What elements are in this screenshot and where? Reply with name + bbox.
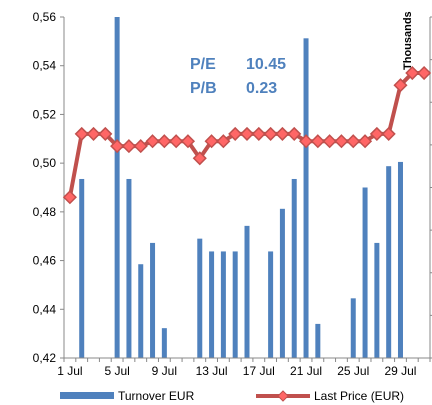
turnover-bar [220, 251, 226, 358]
price-point [74, 126, 89, 141]
legend: Turnover EUR Last Price (EUR) [60, 389, 404, 403]
y-tick-label: 0,54 [33, 59, 57, 73]
turnover-bar [386, 166, 392, 358]
y-tick-label: 0,46 [33, 254, 57, 268]
price-point [346, 134, 361, 149]
turnover-bar [291, 178, 297, 358]
price-point [192, 151, 207, 166]
pb-value: 0.23 [246, 80, 277, 97]
y-tick-label: 0,50 [33, 156, 57, 170]
pe-label: P/E [190, 56, 216, 73]
x-tick-label: 9 Jul [152, 364, 177, 378]
x-tick-label: 25 Jul [337, 364, 369, 378]
price-point [287, 126, 302, 141]
turnover-bar [209, 251, 215, 358]
x-tick-label: 5 Jul [104, 364, 129, 378]
legend-swatch-marker [277, 390, 289, 402]
price-line [62, 65, 432, 205]
turnover-bar [362, 187, 368, 358]
pb-label: P/B [190, 80, 217, 97]
turnover-bar [197, 238, 203, 358]
pe-value: 10.45 [246, 56, 286, 73]
price-point [204, 134, 219, 149]
y-tick-label: 0,42 [33, 351, 57, 365]
turnover-bar [232, 251, 238, 358]
price-point [275, 126, 290, 141]
price-point [110, 139, 125, 154]
price-point [263, 126, 278, 141]
turnover-bar [374, 242, 380, 358]
legend-label-turnover: Turnover EUR [118, 389, 195, 403]
turnover-bar [79, 178, 85, 358]
x-tick-label: 17 Jul [243, 364, 275, 378]
y-tick-label: 0,52 [33, 107, 57, 121]
turnover-bar [126, 178, 132, 358]
price-point [157, 134, 172, 149]
y-tick-label: 0,48 [33, 205, 57, 219]
turnover-bar [350, 298, 356, 358]
price-point [62, 190, 77, 205]
legend-label-price: Last Price (EUR) [314, 389, 404, 403]
legend-swatch-turnover [60, 392, 114, 399]
price-point [417, 65, 432, 81]
turnover-bar [244, 225, 250, 358]
turnover-bar [114, 17, 120, 358]
y-tick-label: 0,44 [33, 302, 57, 316]
price-point [133, 139, 148, 154]
price-point [239, 126, 255, 141]
price-point [381, 126, 396, 141]
price-point [393, 78, 408, 93]
turnover-bar [161, 328, 167, 358]
price-point [145, 134, 160, 149]
price-point [180, 134, 196, 149]
price-point [216, 134, 231, 149]
turnover-bar [303, 38, 309, 358]
y-tick-label: 0,56 [33, 10, 57, 24]
axes: 0,42 0,44 0,46 0,48 0,50 0,52 0,54 0,56 1 Jul 5 J… [33, 10, 432, 378]
x-tick-label: 21 Jul [290, 364, 322, 378]
price-point [334, 134, 349, 149]
price-point [169, 134, 184, 149]
turnover-bar [315, 323, 321, 358]
x-tick-label: 13 Jul [196, 364, 228, 378]
price-point [322, 134, 337, 149]
price-point [98, 126, 113, 141]
turnover-bars [79, 17, 403, 358]
turnover-bar [397, 161, 403, 358]
price-point [86, 126, 101, 141]
turnover-bar [138, 264, 144, 358]
secondary-axis-unit-label: Thousands [402, 11, 414, 70]
price-point [298, 134, 314, 149]
price-point [121, 139, 136, 154]
price-point [310, 134, 325, 149]
price-point [369, 126, 384, 141]
price-point [405, 65, 420, 81]
ratio-annotations: P/E 10.45 P/B 0.23 [190, 56, 286, 97]
turnover-bar [279, 208, 285, 358]
price-point [251, 126, 266, 141]
x-tick-label: 1 Jul [57, 364, 82, 378]
price-point [228, 126, 243, 141]
price-point [358, 134, 373, 149]
x-tick-label: 29 Jul [384, 364, 416, 378]
turnover-bar [150, 242, 156, 358]
turnover-bar [268, 251, 274, 358]
